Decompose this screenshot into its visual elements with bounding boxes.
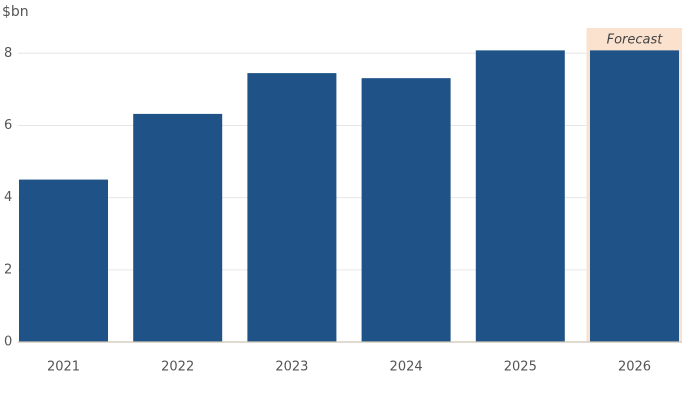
bar <box>133 113 223 342</box>
y-tick-label: 6 <box>4 118 12 133</box>
x-tick-label: 2021 <box>47 360 80 375</box>
bar <box>475 50 565 342</box>
x-tick-label: 2024 <box>390 360 423 375</box>
y-tick-label: 2 <box>4 262 12 277</box>
x-tick-label: 2022 <box>161 360 194 375</box>
bar <box>590 50 679 342</box>
y-axis-label: $bn <box>2 4 29 20</box>
y-tick-label: 8 <box>4 46 12 61</box>
bar <box>361 78 451 342</box>
x-tick-label: 2026 <box>618 360 651 375</box>
forecast-label: Forecast <box>607 33 664 48</box>
y-tick-label: 0 <box>4 335 12 350</box>
x-tick-label: 2023 <box>275 360 308 375</box>
bar <box>19 179 108 342</box>
bar <box>247 73 337 343</box>
y-tick-label: 4 <box>4 190 12 205</box>
x-tick-label: 2025 <box>504 360 537 375</box>
